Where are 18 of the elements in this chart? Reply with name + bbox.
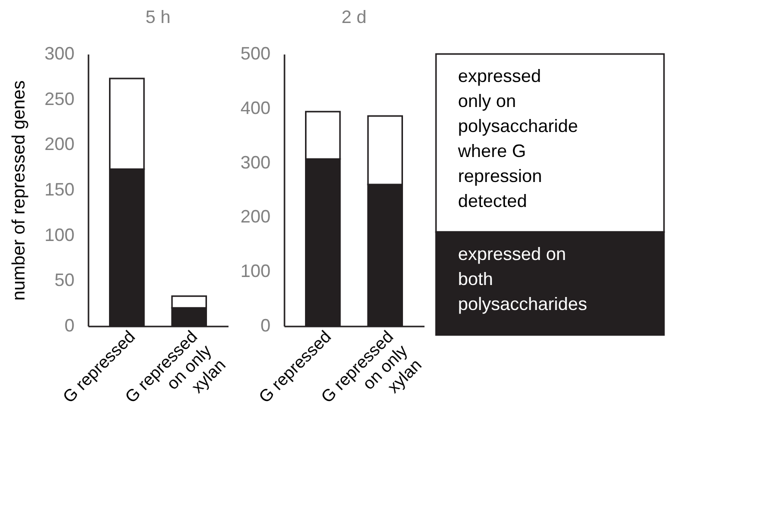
- y-tick-label: 100: [44, 224, 74, 245]
- y-tick-label: 0: [260, 316, 270, 336]
- y-tick-label: 150: [44, 180, 74, 200]
- text: expressed only on polysaccharide where G repression detected: [457, 66, 578, 211]
- chart-title: 5 h: [145, 7, 171, 27]
- y-tick-label: 100: [240, 261, 270, 282]
- y-tick-label: 400: [240, 98, 270, 118]
- text: expressed on both polysaccharides: [458, 244, 588, 314]
- chart-title: 2 d: [341, 7, 367, 27]
- y-tick-label: 250: [44, 88, 74, 109]
- y-axis-title: number of repressed genes: [8, 80, 28, 301]
- y-tick-label: 200: [240, 206, 270, 227]
- y-tick-label: 500: [240, 44, 270, 64]
- y-tick-label: 50: [54, 270, 74, 290]
- y-tick-label: 300: [44, 44, 74, 64]
- y-tick-label: 300: [240, 152, 270, 172]
- y-tick-label: 0: [64, 316, 74, 336]
- y-tick-label: 200: [44, 134, 74, 154]
